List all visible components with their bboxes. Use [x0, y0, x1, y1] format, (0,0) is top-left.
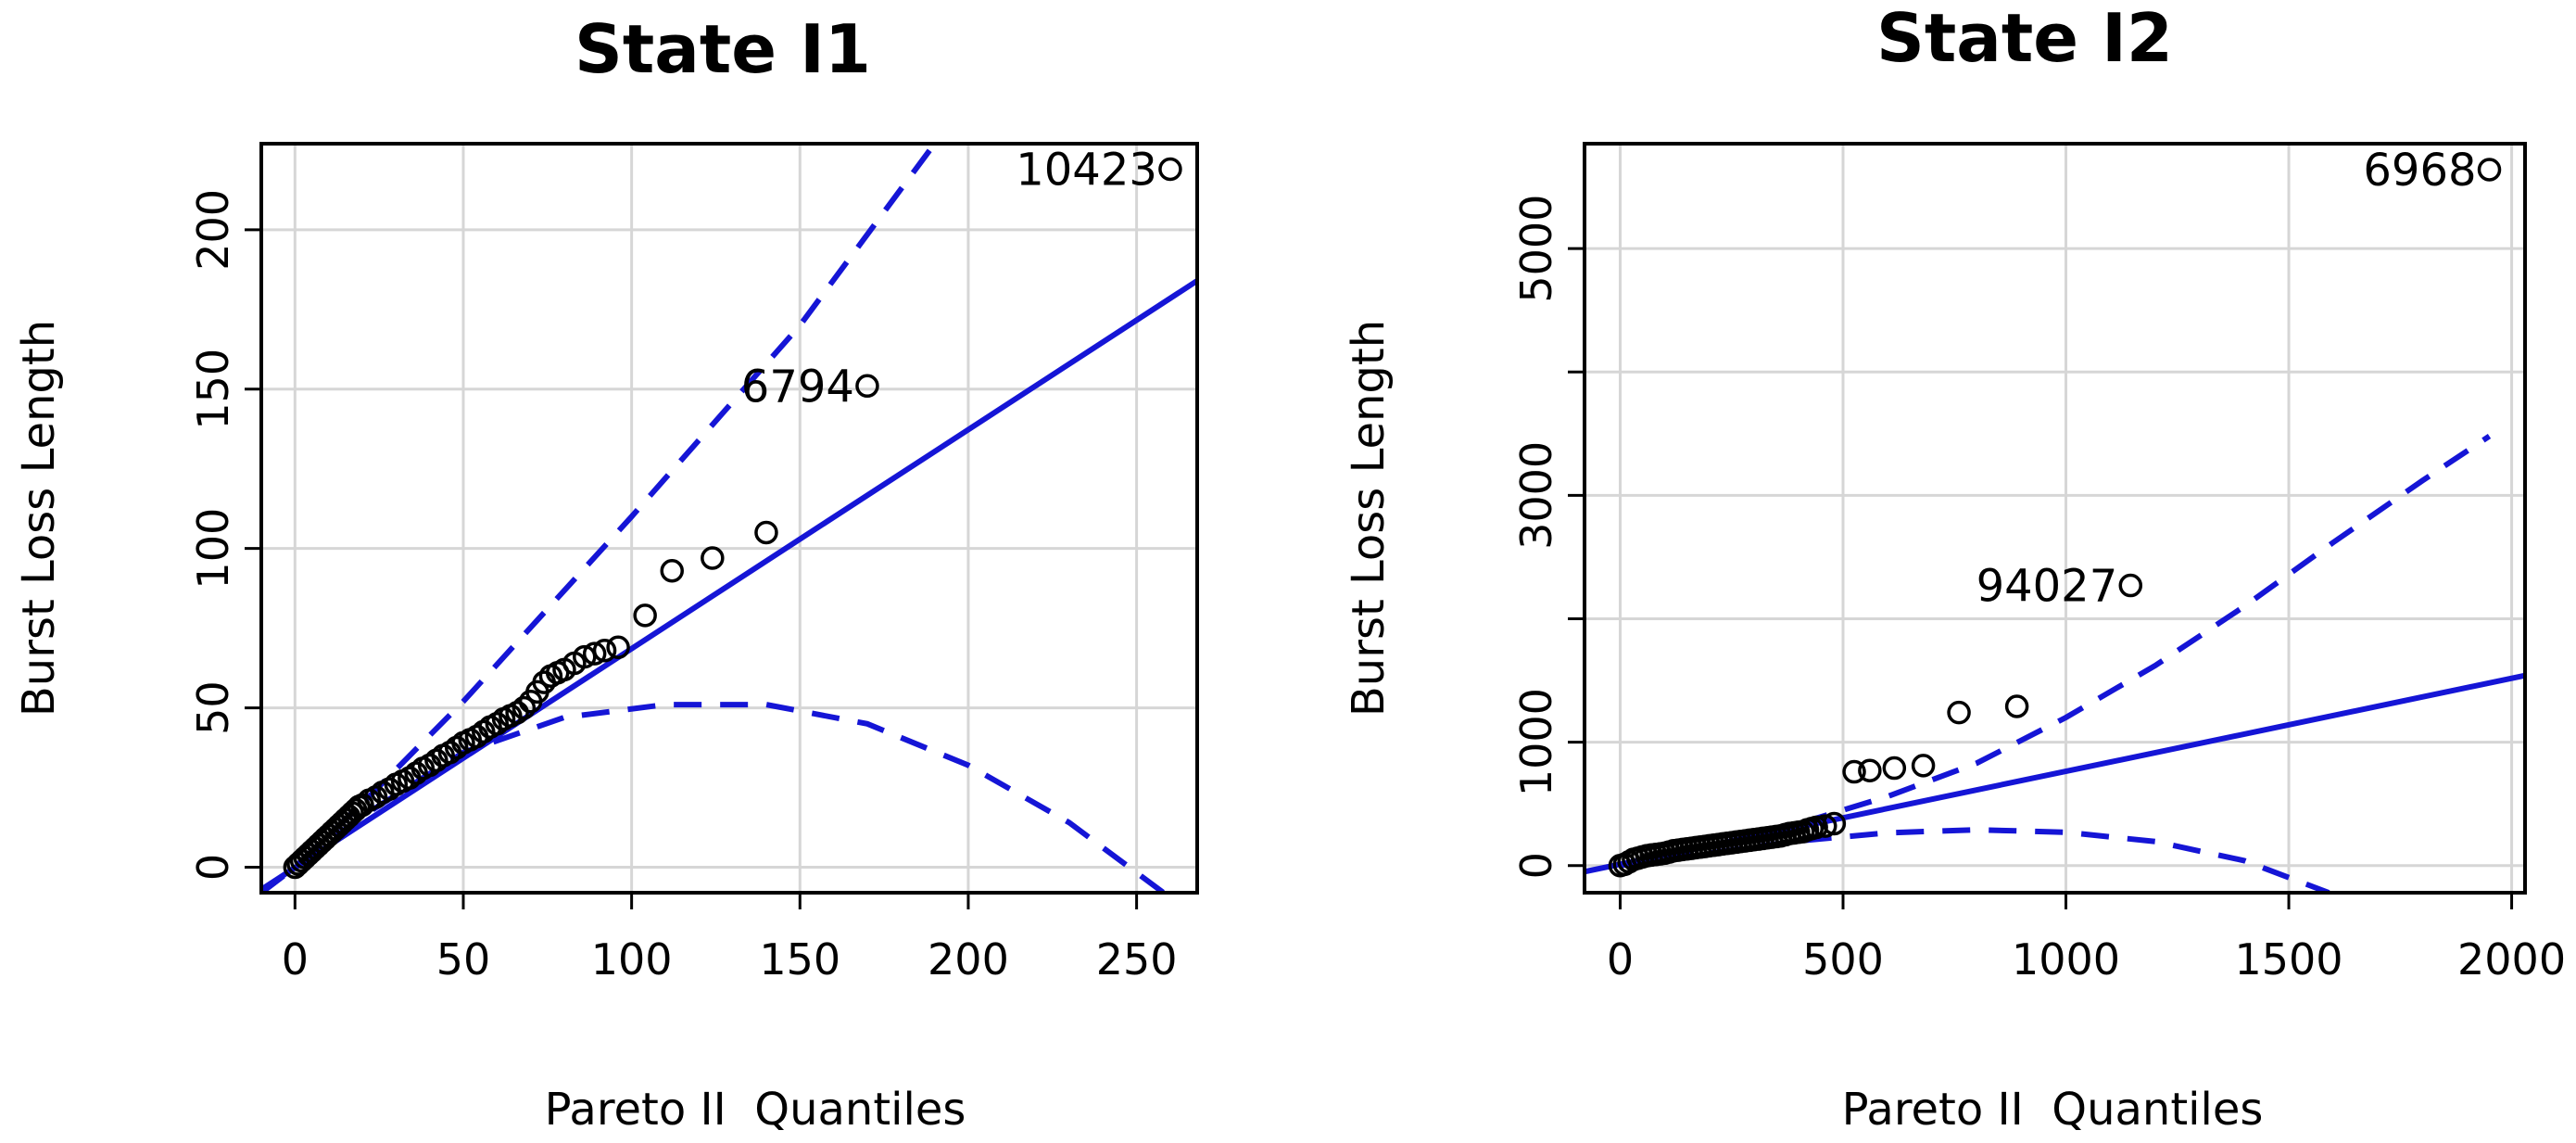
confidence-band: [1619, 434, 2492, 869]
x-tick-label: 1500: [2235, 934, 2343, 984]
data-point: [660, 558, 684, 583]
data-point: [511, 695, 537, 720]
plot-frame: [259, 142, 1199, 895]
grid: [261, 144, 1197, 893]
reference-line: [261, 278, 1197, 893]
confidence-band: [261, 144, 938, 893]
data-point: [2477, 158, 2502, 182]
data-point: [2118, 573, 2143, 598]
axis-ticks: 0 50 100 150 200 250 0 50 100 150 200: [188, 189, 1178, 984]
plot-frame: [1583, 142, 2527, 895]
data-point: [2004, 694, 2029, 718]
point-annotation-label: 6794: [741, 361, 854, 413]
data-points: [1608, 158, 2502, 878]
point-annotation-label: 94027: [1976, 561, 2118, 613]
point-annotation-label: 10423: [1016, 145, 1157, 197]
y-tick-label: 200: [188, 189, 238, 271]
data-point: [754, 520, 778, 545]
axis-ticks: 0 500 1000 1500 2000 0 1000 3000 5000: [1511, 195, 2566, 984]
y-tick-label: 0: [188, 854, 238, 881]
x-axis-label: Pareto II Quantiles: [1842, 1084, 2264, 1136]
data-point: [701, 546, 725, 570]
x-tick-label: 150: [759, 934, 840, 984]
data-point: [606, 635, 630, 660]
x-tick-label: 200: [928, 934, 1009, 984]
data-point: [1882, 756, 1907, 781]
x-tick-label: 500: [1802, 934, 1884, 984]
y-tick-label: 0: [1511, 852, 1561, 879]
reference-line: [261, 278, 1197, 893]
x-tick-label: 250: [1096, 934, 1178, 984]
y-tick-label: 150: [188, 349, 238, 430]
chart-panel-state-i2: State I2 94027 6968 0 500 1000 1500 2000 0 1000…: [1343, 0, 2566, 1136]
x-tick-label: 0: [282, 934, 309, 984]
point-annotation-label: 6968: [2363, 145, 2476, 197]
data-point: [1158, 157, 1182, 182]
chart-title: State I2: [1876, 0, 2173, 77]
x-tick-label: 2000: [2457, 934, 2566, 984]
data-point: [573, 644, 597, 669]
y-tick-label: 3000: [1511, 441, 1561, 550]
point-annotations: 6794 10423: [741, 145, 1157, 413]
data-point: [1842, 759, 1866, 784]
y-tick-label: 100: [188, 508, 238, 590]
y-tick-label: 50: [188, 680, 238, 735]
data-point: [633, 603, 657, 628]
point-annotations: 94027 6968: [1976, 145, 2477, 613]
y-axis-label: Burst Loss Length: [13, 320, 65, 717]
data-point: [582, 641, 607, 666]
data-points: [283, 157, 1182, 880]
data-point: [1858, 758, 1882, 782]
chart-title: State I1: [575, 10, 871, 88]
x-tick-label: 1000: [2012, 934, 2120, 984]
y-tick-label: 5000: [1511, 195, 1561, 303]
x-tick-label: 50: [436, 934, 491, 984]
data-point: [1822, 811, 1847, 836]
y-tick-label: 1000: [1511, 688, 1561, 796]
x-axis-label: Pareto II Quantiles: [545, 1084, 966, 1136]
data-point: [1804, 815, 1828, 840]
data-point: [855, 374, 879, 399]
data-point: [592, 638, 617, 663]
data-point: [1911, 754, 1936, 778]
x-tick-label: 100: [591, 934, 673, 984]
data-point: [1947, 700, 1971, 725]
y-axis-label: Burst Loss Length: [1343, 320, 1395, 717]
grid: [1585, 144, 2525, 893]
x-tick-label: 0: [1607, 934, 1634, 984]
confidence-bands: [1619, 434, 2492, 893]
chart-panel-state-i1: State I1 6794 10423 0 50 100 150 200 250 0 50 100…: [13, 10, 1199, 1136]
